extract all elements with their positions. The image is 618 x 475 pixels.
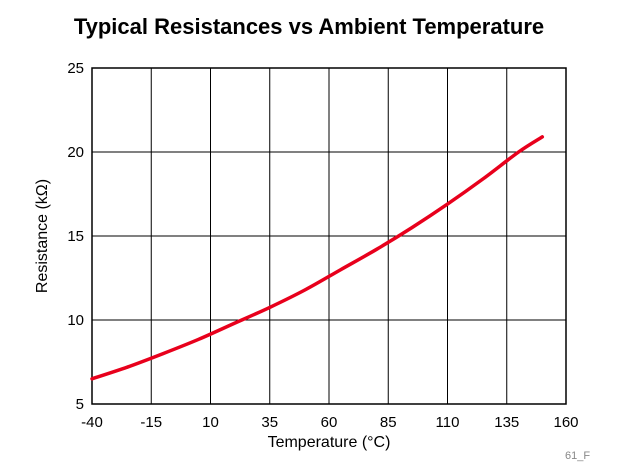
x-tick-label: 135 (494, 414, 519, 431)
x-tick-label: -40 (81, 414, 103, 431)
y-tick-label: 15 (67, 228, 84, 245)
y-axis-ticks: 5 10 15 20 25 (67, 60, 84, 413)
x-tick-label: -15 (140, 414, 162, 431)
x-tick-label: 10 (202, 414, 219, 431)
x-tick-label: 60 (321, 414, 338, 431)
chart-title: Typical Resistances vs Ambient Temperatu… (73, 14, 545, 39)
x-axis-label: Temperature (°C) (268, 434, 391, 451)
y-axis-label: Resistance (kΩ) (34, 179, 51, 293)
y-tick-label: 20 (67, 144, 84, 161)
resistance-series-line (90, 135, 545, 381)
figure-footnote: 61_F (565, 450, 590, 462)
plot-area (91, 67, 567, 405)
x-tick-label: 110 (436, 414, 460, 431)
x-tick-label: 35 (261, 414, 278, 431)
x-tick-label: 85 (380, 414, 397, 431)
y-tick-label: 10 (67, 312, 84, 329)
y-tick-label: 5 (76, 396, 84, 413)
y-tick-label: 25 (67, 60, 84, 77)
series-layer (90, 135, 545, 381)
x-axis-ticks: -40 -15 10 35 60 85 110 135 160 (81, 414, 578, 431)
x-tick-label: 160 (553, 414, 578, 431)
